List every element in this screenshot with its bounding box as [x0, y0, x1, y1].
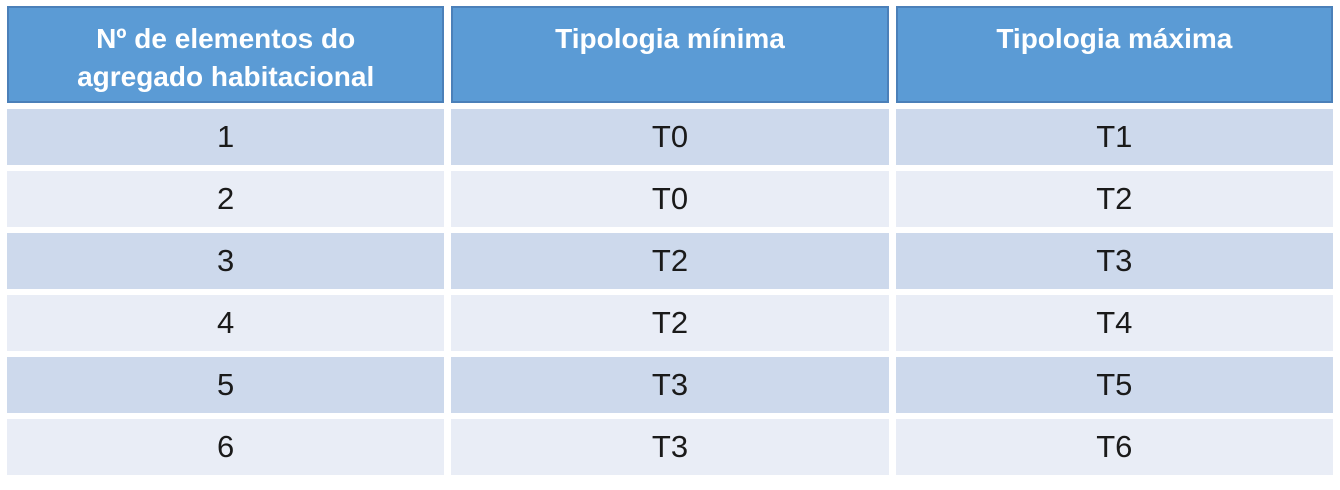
column-header-agregado-habitacional: Nº de elementos do agregado habitacional — [7, 6, 445, 103]
header-row: Nº de elementos do agregado habitacional… — [7, 6, 1333, 103]
cell-tipologia-maxima: T5 — [895, 357, 1333, 413]
cell-tipologia-maxima: T3 — [895, 233, 1333, 289]
cell-elementos: 5 — [7, 357, 445, 413]
table-row: 6 T3 T6 — [7, 419, 1333, 475]
cell-elementos: 4 — [7, 295, 445, 351]
cell-tipologia-minima: T3 — [451, 419, 889, 475]
table-row: 5 T3 T5 — [7, 357, 1333, 413]
cell-tipologia-maxima: T6 — [895, 419, 1333, 475]
cell-tipologia-maxima: T4 — [895, 295, 1333, 351]
table-row: 2 T0 T2 — [7, 171, 1333, 227]
cell-elementos: 1 — [7, 109, 445, 165]
table-row: 3 T2 T3 — [7, 233, 1333, 289]
cell-tipologia-minima: T0 — [451, 109, 889, 165]
column-header-tipologia-maxima: Tipologia máxima — [895, 6, 1333, 103]
column-header-agregado-habitacional-label: Nº de elementos do agregado habitacional — [77, 23, 375, 92]
column-header-tipologia-maxima-label: Tipologia máxima — [996, 23, 1233, 54]
table-row: 4 T2 T4 — [7, 295, 1333, 351]
cell-elementos: 2 — [7, 171, 445, 227]
cell-elementos: 3 — [7, 233, 445, 289]
cell-tipologia-minima: T2 — [451, 233, 889, 289]
table-body: 1 T0 T1 2 T0 T2 3 T2 T3 4 T2 T4 5 T3 T5 … — [7, 109, 1333, 475]
table-row: 1 T0 T1 — [7, 109, 1333, 165]
column-header-tipologia-minima: Tipologia mínima — [451, 6, 889, 103]
cell-tipologia-minima: T3 — [451, 357, 889, 413]
table-header: Nº de elementos do agregado habitacional… — [7, 6, 1333, 103]
column-header-tipologia-minima-label: Tipologia mínima — [555, 23, 785, 54]
cell-elementos: 6 — [7, 419, 445, 475]
cell-tipologia-minima: T2 — [451, 295, 889, 351]
cell-tipologia-maxima: T1 — [895, 109, 1333, 165]
cell-tipologia-minima: T0 — [451, 171, 889, 227]
cell-tipologia-maxima: T2 — [895, 171, 1333, 227]
